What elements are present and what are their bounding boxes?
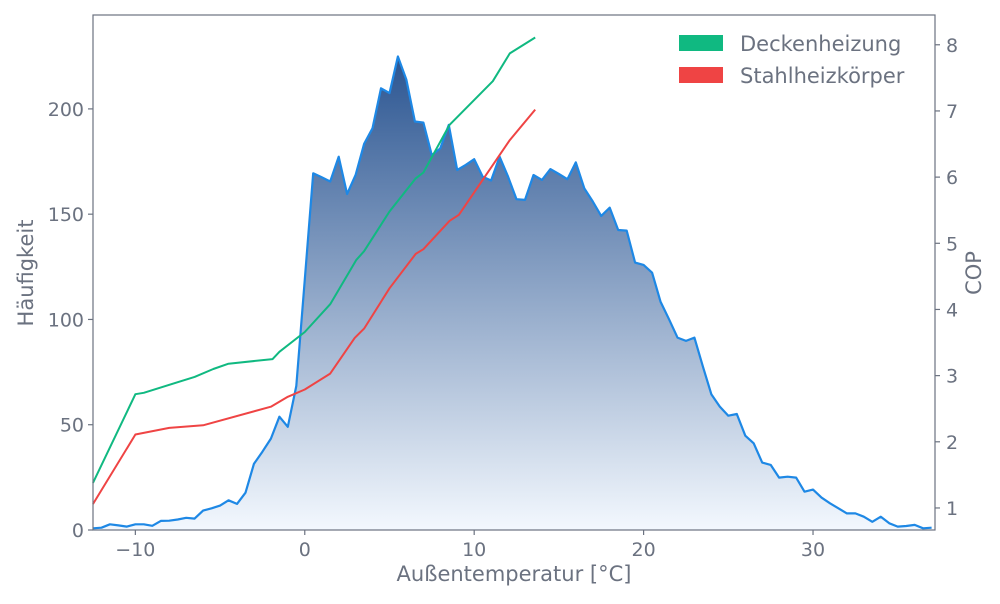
x-tick-label: 0 <box>299 539 311 561</box>
legend-swatch-1 <box>679 67 723 83</box>
legend-swatch-0 <box>679 35 723 51</box>
y-left-tick-label: 100 <box>48 309 84 331</box>
axes: −10 0 10 20 30 0 50 100 150 200 1 2 3 4 5 6 7 8 <box>48 14 958 561</box>
plot-area <box>92 36 932 530</box>
series-line-1 <box>92 108 536 505</box>
x-tick-label: 20 <box>632 539 656 561</box>
x-tick-label: 10 <box>462 539 486 561</box>
y-right-tick-label: 3 <box>946 366 958 388</box>
x-tick-label: −10 <box>115 539 155 561</box>
y-right-tick-label: 1 <box>946 498 958 520</box>
y-right-tick-label: 5 <box>946 233 958 255</box>
y-axis-right-label: COP <box>962 251 986 295</box>
y-right-tick-label: 7 <box>946 101 958 123</box>
legend-label-1: Stahlheizkörper <box>740 64 905 88</box>
axes-frame <box>92 14 936 531</box>
y-right-tick-label: 6 <box>946 167 958 189</box>
y-right-tick-label: 4 <box>946 299 958 321</box>
histogram-area <box>93 56 932 530</box>
y-right-tick-label: 2 <box>946 432 958 454</box>
series-line-0 <box>92 36 536 484</box>
y-right-tick-label: 8 <box>946 35 958 57</box>
y-left-tick-label: 150 <box>48 204 84 226</box>
legend-label-0: Deckenheizung <box>740 32 901 56</box>
y-axis-left-label: Häufigkeit <box>14 220 38 327</box>
y-left-tick-label: 0 <box>72 520 84 542</box>
x-axis-label: Außentemperatur [°C] <box>397 562 632 586</box>
histogram-line <box>92 55 932 530</box>
y-left-tick-label: 50 <box>60 415 84 437</box>
x-tick-label: 30 <box>801 539 825 561</box>
legend: Deckenheizung Stahlheizkörper <box>679 32 905 88</box>
y-left-tick-label: 200 <box>48 99 84 121</box>
